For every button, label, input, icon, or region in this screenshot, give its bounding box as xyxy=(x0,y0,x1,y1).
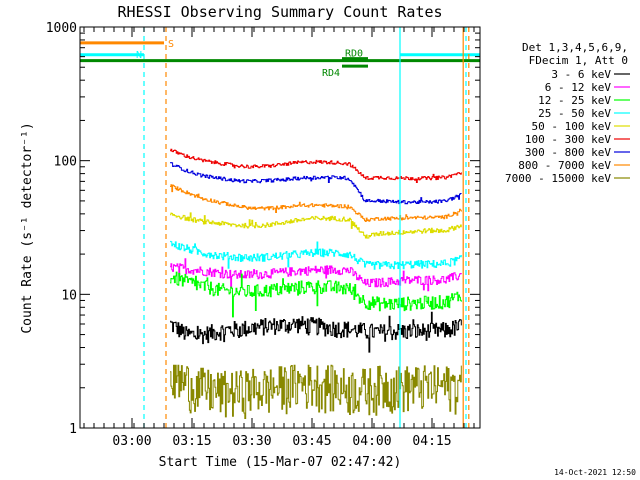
legend: Det 1,3,4,5,6,9, FDecim 1, Att 0 3 - 6 k… xyxy=(505,41,630,185)
series-line-7 xyxy=(170,184,462,222)
flag-label-5: RD4 xyxy=(322,68,340,79)
flag-label-4: RD0 xyxy=(345,49,363,60)
legend-entry-label-0: 3 - 6 keV xyxy=(551,68,611,81)
y-tick-label-3: 1000 xyxy=(46,21,77,36)
series-line-6 xyxy=(170,162,462,205)
flag-label-0: S xyxy=(168,39,174,50)
flag-label-1: N xyxy=(136,50,142,61)
x-tick-label-0: 03:00 xyxy=(112,434,151,449)
axes: 1 10 100 1000 03:00 03:15 03:30 03:45 04:00 04:15 xyxy=(46,21,480,449)
legend-entry-label-4: 50 - 100 keV xyxy=(532,120,612,133)
x-tick-label-3: 03:45 xyxy=(292,434,331,449)
y-tick-label-2: 100 xyxy=(54,155,77,170)
legend-entry-label-1: 6 - 12 keV xyxy=(545,81,612,94)
chart-title: RHESSI Observing Summary Count Rates xyxy=(117,3,442,21)
series-line-3 xyxy=(170,240,462,270)
legend-entry-label-2: 12 - 25 keV xyxy=(538,94,611,107)
series-line-0 xyxy=(170,311,462,353)
plot-area: S N RD0 RD4 xyxy=(80,27,480,428)
legend-header-line-1: Det 1,3,4,5,6,9, xyxy=(522,41,628,54)
footer-timestamp: 14-Oct-2021 12:50 xyxy=(554,468,636,477)
x-tick-label-2: 03:30 xyxy=(232,434,271,449)
legend-header-line-2: FDecim 1, Att 0 xyxy=(529,54,628,67)
legend-entry-label-6: 300 - 800 keV xyxy=(525,146,611,159)
series-line-5 xyxy=(170,148,462,183)
plot-frame xyxy=(79,26,481,429)
x-axis-label: Start Time (15-Mar-07 02:47:42) xyxy=(159,455,402,470)
x-tick-label-1: 03:15 xyxy=(172,434,211,449)
legend-entry-label-7: 800 - 7000 keV xyxy=(518,159,611,172)
series-line-4 xyxy=(170,212,462,239)
series-line-2 xyxy=(170,271,462,318)
series-line-1 xyxy=(170,258,462,292)
legend-entry-label-3: 25 - 50 keV xyxy=(538,107,611,120)
y-axis-label: Count Rate (s⁻¹ detector⁻¹) xyxy=(20,122,35,333)
x-tick-label-5: 04:15 xyxy=(412,434,451,449)
y-tick-label-0: 1 xyxy=(69,422,77,437)
y-tick-label-1: 10 xyxy=(61,288,77,303)
x-tick-label-4: 04:00 xyxy=(352,434,391,449)
legend-entry-label-5: 100 - 300 keV xyxy=(525,133,611,146)
legend-entry-label-8: 7000 - 15000 keV xyxy=(505,172,611,185)
series-line-8 xyxy=(170,364,462,419)
